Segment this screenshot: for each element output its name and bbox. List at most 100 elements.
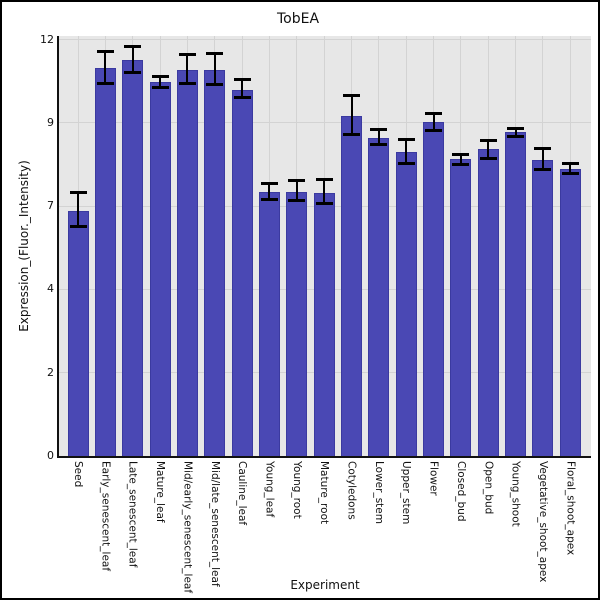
errorbar-cap: [425, 112, 443, 116]
y-tick-label-7: 7: [47, 199, 54, 213]
x-tick-label-mid-early-senescent-leaf: Mid/early_senescent_leaf: [181, 461, 194, 594]
y-tick-label-12: 12: [40, 32, 54, 46]
errorbar-cap: [124, 45, 142, 49]
x-tick-label-mature-root: Mature_root: [318, 461, 331, 525]
bar-closed-bud: [450, 158, 472, 456]
errorbar-cap: [534, 167, 552, 171]
bar-young-shoot: [505, 132, 527, 456]
errorbar-line: [350, 95, 353, 135]
errorbar-cap: [178, 53, 196, 57]
y-tick-label-4: 4: [47, 282, 54, 296]
errorbar-cap: [178, 82, 196, 86]
x-tick-label-mature-leaf: Mature_leaf: [154, 461, 167, 523]
bar-open-bud: [477, 148, 499, 456]
y-axis-label: Expression_(Fluor._Intensity): [17, 160, 31, 332]
errorbar-cap: [479, 157, 497, 161]
x-tick-label-young-root: Young_root: [290, 461, 303, 519]
errorbar-cap: [425, 129, 443, 132]
x-tick-label-cotyledons: Cotyledons: [345, 461, 358, 520]
x-axis-spine: [57, 456, 591, 458]
errorbar-cap: [206, 51, 224, 55]
errorbar-cap: [260, 182, 278, 186]
errorbar-cap: [233, 95, 251, 99]
errorbar-cap: [561, 162, 579, 166]
bar-vegetative-shoot-apex: [532, 159, 554, 456]
errorbar-cap: [397, 137, 415, 141]
errorbar-line: [186, 54, 189, 84]
bar-flower: [423, 122, 445, 456]
errorbar-cap: [507, 126, 525, 130]
errorbar-line: [405, 139, 408, 164]
errorbar-cap: [288, 199, 306, 203]
bar-cauline-leaf: [231, 90, 253, 456]
horizontal-gridline: [59, 122, 591, 124]
errorbar-line: [241, 79, 244, 98]
x-tick-label-lower-stem: Lower_stem: [372, 461, 385, 524]
y-tick-label-0: 0: [47, 449, 54, 462]
x-tick-label-closed-bud: Closed_bud: [454, 461, 467, 522]
x-tick-label-flower: Flower: [427, 461, 440, 496]
errorbar-line: [268, 183, 271, 200]
errorbar-cap: [452, 152, 470, 156]
errorbar-cap: [96, 50, 114, 54]
errorbar-cap: [507, 134, 525, 138]
errorbar-line: [295, 180, 298, 201]
errorbar-line: [159, 76, 162, 88]
errorbar-cap: [343, 93, 360, 97]
bar-mid-early-senescent-leaf: [176, 70, 198, 456]
errorbar-cap: [315, 178, 333, 182]
bar-upper-stem: [395, 152, 417, 456]
bar-mature-root: [313, 192, 335, 456]
x-tick-label-young-shoot: Young_shoot: [509, 461, 522, 527]
errorbar-line: [541, 148, 544, 170]
errorbar-cap: [151, 86, 169, 90]
errorbar-cap: [206, 83, 224, 87]
errorbar-line: [77, 192, 79, 227]
bar-mid-late-senescent-leaf: [204, 70, 226, 456]
horizontal-gridline: [59, 39, 591, 41]
errorbar-line: [213, 53, 216, 85]
bar-cotyledons: [341, 115, 362, 456]
errorbar-cap: [288, 178, 306, 182]
x-tick-label-early-senescent-leaf: Early_senescent_leaf: [99, 461, 112, 572]
x-tick-label-seed: Seed: [72, 461, 84, 488]
x-tick-label-cauline-leaf: Cauline_leaf: [236, 461, 249, 526]
bar-seed: [67, 211, 89, 456]
errorbar-cap: [96, 82, 114, 86]
x-tick-label-late-senescent-leaf: Late_senescent_leaf: [126, 461, 139, 568]
x-tick-label-open-bud: Open_bud: [482, 461, 495, 515]
errorbar-line: [104, 51, 107, 84]
errorbar-line: [487, 140, 490, 159]
errorbar-cap: [69, 191, 87, 195]
bar-early-senescent-leaf: [94, 67, 116, 456]
y-axis-spine: [57, 36, 59, 458]
errorbar-cap: [260, 197, 278, 201]
errorbar-line: [377, 129, 380, 145]
errorbar-cap: [315, 202, 333, 206]
bar-late-senescent-leaf: [122, 59, 144, 456]
errorbar-cap: [343, 133, 360, 137]
errorbar-cap: [124, 70, 142, 74]
errorbar-cap: [561, 171, 579, 175]
errorbar-cap: [370, 143, 388, 147]
x-axis-label: Experiment: [290, 578, 360, 592]
x-tick-label-young-leaf: Young_leaf: [263, 461, 276, 518]
bar-lower-stem: [368, 138, 390, 456]
y-tick-label-2: 2: [47, 365, 54, 379]
errorbar-cap: [69, 224, 87, 228]
bar-floral-shoot-apex: [559, 169, 581, 456]
errorbar-line: [459, 154, 462, 165]
errorbar-line: [432, 113, 435, 131]
x-tick-label-mid-late-senescent-leaf: Mid/late_senescent_leaf: [208, 461, 221, 587]
errorbar-cap: [397, 161, 415, 165]
errorbar-line: [514, 128, 517, 137]
x-tick-label-upper-stem: Upper_stem: [400, 461, 413, 525]
plot-panel: [59, 36, 591, 456]
errorbar-cap: [233, 78, 251, 81]
errorbar-cap: [479, 139, 497, 143]
errorbar-cap: [534, 147, 552, 151]
chart-title: TobEA: [276, 11, 320, 27]
x-tick-label-vegetative-shoot-apex: Vegetative_shoot_apex: [536, 461, 549, 583]
bar-young-root: [286, 191, 308, 456]
